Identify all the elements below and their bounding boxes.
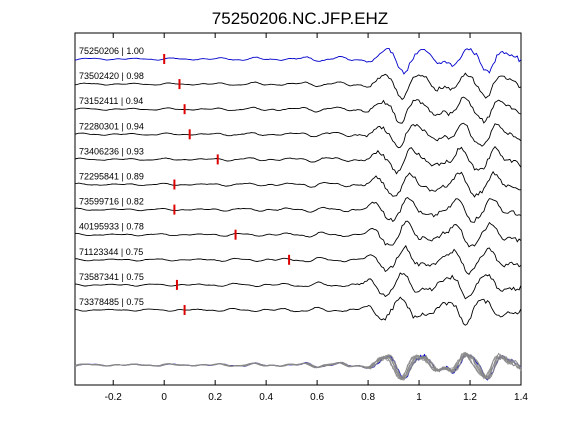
x-tick-label: 1 xyxy=(416,392,422,403)
trace-line xyxy=(74,272,522,300)
x-tick-label: -0.2 xyxy=(105,392,123,403)
trace-line xyxy=(74,220,522,248)
trace-label: 73152411 | 0.94 xyxy=(79,96,143,106)
trace-line xyxy=(74,145,522,175)
trace-line xyxy=(74,170,521,198)
chart-title: 75250206.NC.JFP.EHZ xyxy=(212,9,388,28)
trace-line xyxy=(74,72,522,101)
trace-line xyxy=(74,47,522,75)
trace-line xyxy=(74,244,522,275)
trace-line xyxy=(74,96,522,124)
trace-label: 72280301 | 0.94 xyxy=(79,121,144,131)
x-tick-label: 0.6 xyxy=(310,392,324,403)
pick-markers-group xyxy=(163,54,291,315)
trace-label: 73378485 | 0.75 xyxy=(79,297,144,307)
x-tick-label: 0.8 xyxy=(361,392,375,403)
trace-label: 71123344 | 0.75 xyxy=(79,247,143,257)
trace-line xyxy=(74,197,522,223)
trace-line xyxy=(74,122,522,149)
trace-label: 73406236 | 0.93 xyxy=(79,146,144,156)
traces-group xyxy=(74,47,522,326)
trace-label: 73599716 | 0.82 xyxy=(79,197,144,207)
trace-line xyxy=(74,296,522,326)
trace-label: 40195933 | 0.78 xyxy=(79,222,144,232)
x-tick-label: 0.4 xyxy=(259,392,273,403)
stacked-traces-group xyxy=(74,351,522,382)
trace-label: 75250206 | 1.00 xyxy=(79,46,144,56)
x-tick-label: 0.2 xyxy=(208,392,222,403)
x-tick-label: 0 xyxy=(161,392,167,403)
trace-label: 72295841 | 0.89 xyxy=(79,172,144,182)
trace-label: 73502420 | 0.98 xyxy=(79,71,144,81)
stacked-trace-line xyxy=(74,352,522,381)
x-axis: -0.2 0 0.2 0.4 0.6 0.8 1 1.2 1.4 xyxy=(105,33,528,403)
x-tick-label: 1.2 xyxy=(463,392,477,403)
trace-label: 73587341 | 0.75 xyxy=(79,272,144,282)
trace-labels-group: 75250206 | 1.00 73502420 | 0.98 73152411 |… xyxy=(79,46,144,307)
x-tick-label: 1.4 xyxy=(514,392,528,403)
